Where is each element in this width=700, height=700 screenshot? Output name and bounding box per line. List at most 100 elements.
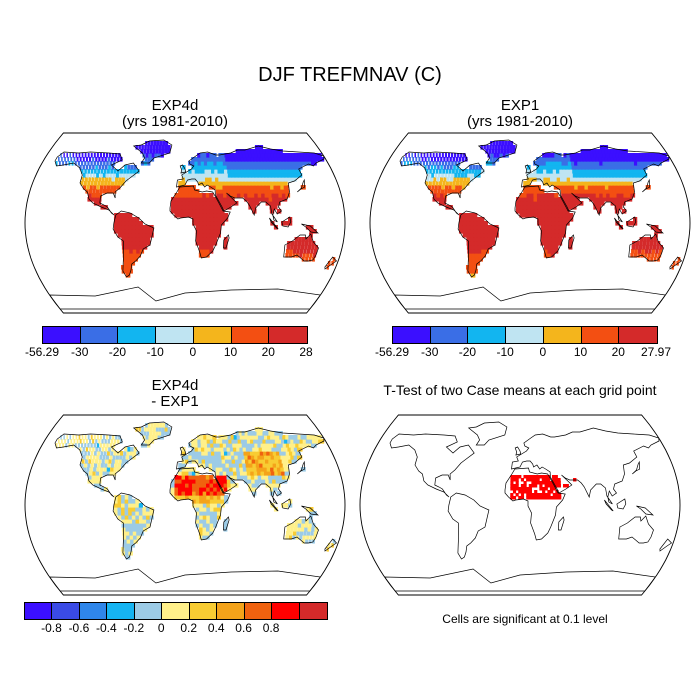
map-grid-cell xyxy=(135,145,138,150)
map-grid-cell xyxy=(233,165,238,170)
map-grid-cell xyxy=(646,237,651,242)
map-grid-cell xyxy=(125,241,130,246)
map-grid-cell xyxy=(155,149,159,154)
map-grid-cell xyxy=(305,539,309,544)
map-grid-cell xyxy=(484,241,489,246)
map-grid-cell xyxy=(312,511,317,516)
map-grid-cell xyxy=(128,515,133,520)
map-grid-cell xyxy=(121,511,126,516)
map-grid-cell xyxy=(88,193,92,198)
map-grid-cell xyxy=(152,427,156,432)
map-grid-cell xyxy=(153,423,157,428)
map-grid-cell xyxy=(429,153,432,158)
map-grid-cell xyxy=(251,177,257,182)
map-grid-cell xyxy=(632,165,638,170)
map-grid-cell xyxy=(201,181,207,186)
map-grid-cell xyxy=(285,161,292,166)
significant-cell xyxy=(539,484,543,488)
map-grid-cell xyxy=(202,519,207,524)
map-grid-cell xyxy=(253,439,259,444)
map-grid-cell xyxy=(565,217,570,222)
map-grid-cell xyxy=(202,205,207,210)
map-grid-cell xyxy=(111,447,115,452)
map-grid-cell xyxy=(454,161,457,166)
map-grid-cell xyxy=(209,213,215,218)
map-grid-cell xyxy=(157,435,161,440)
map-grid-cell xyxy=(131,503,136,508)
map-border xyxy=(369,132,691,314)
map-grid-cell xyxy=(233,169,239,174)
map-grid-cell xyxy=(109,435,112,440)
map-grid-cell xyxy=(551,225,556,230)
map-grid-cell xyxy=(236,185,241,190)
map-grid-cell xyxy=(216,205,221,210)
map-grid-cell xyxy=(473,229,478,234)
map-grid-cell xyxy=(174,475,179,480)
map-grid-cell xyxy=(267,471,273,476)
map-grid-cell xyxy=(135,503,140,508)
map-grid-cell xyxy=(272,181,278,186)
map-grid-cell xyxy=(263,443,269,448)
map-grid-cell xyxy=(135,511,140,516)
map-grid-cell xyxy=(232,185,238,190)
map-grid-cell xyxy=(462,233,467,238)
map-grid-cell xyxy=(202,527,207,532)
map-grid-cell xyxy=(127,447,131,452)
map-grid-cell xyxy=(177,201,183,206)
map-grid-cell xyxy=(577,161,582,166)
map-grid-cell xyxy=(282,169,288,174)
map-grid-cell xyxy=(113,467,117,472)
map-grid-cell xyxy=(593,161,598,166)
map-grid-cell xyxy=(198,475,204,480)
map-grid-cell xyxy=(249,451,255,456)
map-grid-cell xyxy=(241,149,247,154)
coastline-nz xyxy=(324,256,338,270)
map-grid-cell xyxy=(540,189,545,194)
map-grid-cell xyxy=(135,217,140,222)
map-grid-cell xyxy=(443,157,446,162)
map-grid-cell xyxy=(308,539,312,544)
map-grid-cell xyxy=(583,161,589,166)
map-grid-cell xyxy=(114,495,119,500)
map-grid-cell xyxy=(552,165,557,170)
significant-cell xyxy=(528,496,533,500)
map-grid-cell xyxy=(252,491,257,496)
map-grid-cell xyxy=(557,197,563,202)
map-grid-cell xyxy=(403,161,406,166)
map-grid-cell xyxy=(641,157,648,162)
map-grid-cell xyxy=(202,197,207,202)
map-grid-cell xyxy=(554,197,559,202)
map-grid-cell xyxy=(83,463,87,468)
coastline-madagascar xyxy=(558,516,565,531)
map-grid-cell xyxy=(629,177,636,182)
map-grid-cell xyxy=(443,165,447,170)
map-grid-cell xyxy=(253,185,258,190)
map-grid-cell xyxy=(252,165,258,170)
map-grid-cell xyxy=(248,201,253,206)
map-grid-cell xyxy=(113,499,119,504)
map-grid-cell xyxy=(230,435,236,440)
map-grid-cell xyxy=(213,221,218,226)
map-grid-cell xyxy=(609,193,615,198)
map-grid-cell xyxy=(432,181,436,186)
map-grid-cell xyxy=(633,161,640,166)
map-grid-cell xyxy=(591,169,597,174)
map-grid-cell xyxy=(304,245,308,250)
map-grid-cell xyxy=(135,527,141,532)
map-grid-cell xyxy=(209,499,215,504)
map-grid-cell xyxy=(73,439,76,444)
map-grid-cell xyxy=(147,145,150,150)
map-grid-cell xyxy=(197,165,202,170)
map-grid-cell xyxy=(223,523,228,528)
map-grid-cell xyxy=(162,141,166,146)
map-grid-cell xyxy=(576,177,582,182)
map-grid-cell xyxy=(133,257,138,262)
map-grid-cell xyxy=(123,543,129,548)
map-grid-cell xyxy=(613,177,619,182)
map-grid-cell xyxy=(522,209,528,214)
map-grid-cell xyxy=(146,237,151,242)
map-grid-cell xyxy=(218,177,223,182)
map-grid-cell xyxy=(116,467,121,472)
map-grid-cell xyxy=(303,153,310,158)
map-grid-cell xyxy=(571,197,577,202)
